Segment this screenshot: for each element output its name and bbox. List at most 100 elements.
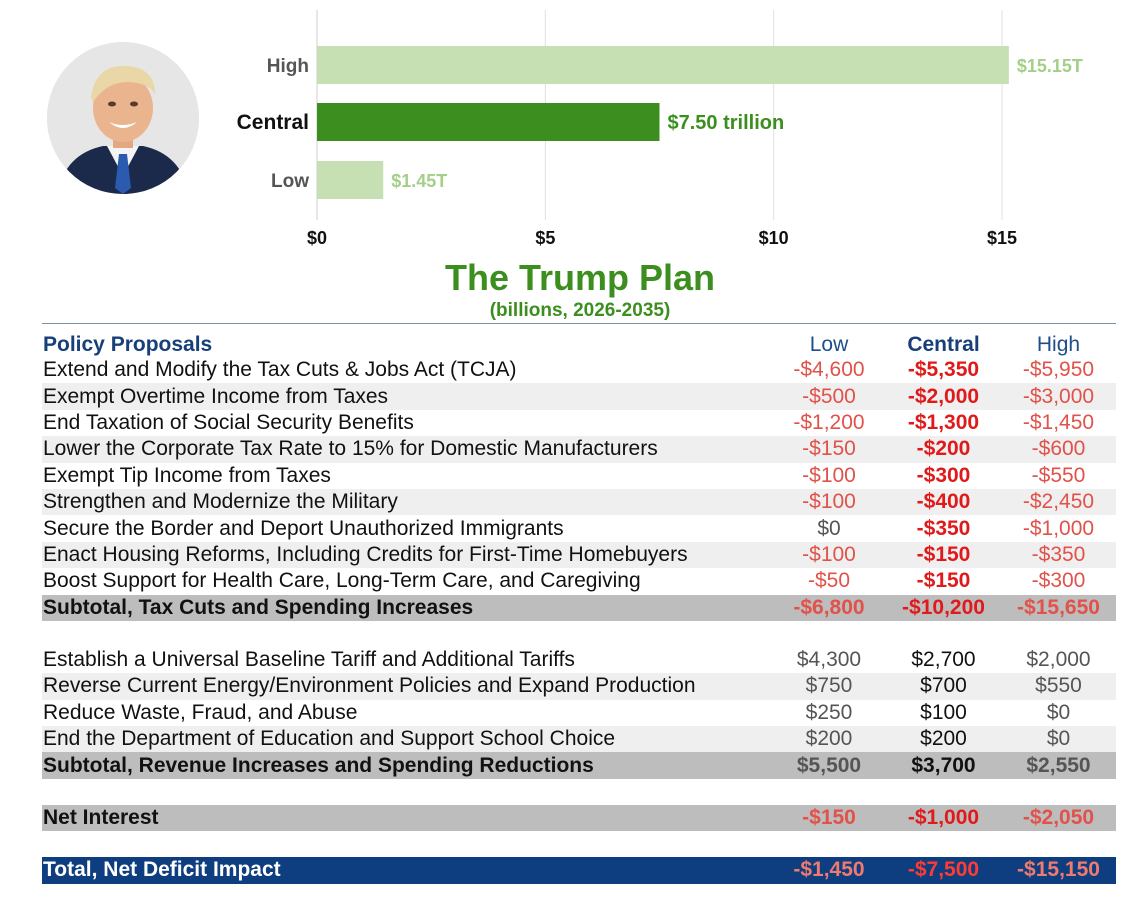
subtotal-row: Subtotal, Tax Cuts and Spending Increase… (42, 594, 1116, 621)
cell-low: -$100 (772, 488, 886, 516)
data-label: $15.15T (1017, 56, 1083, 76)
portrait-photo (47, 42, 199, 194)
portrait-illustration (47, 42, 199, 194)
cell-high: -$1,450 (1022, 410, 1095, 434)
cell-low: $200 (772, 726, 886, 753)
row-label: Secure the Border and Deport Unauthorize… (43, 516, 564, 540)
bar-high (317, 46, 1009, 84)
table-row: Reduce Waste, Fraud, and Abuse $250 $100 $0 (42, 700, 1116, 726)
bar-central (317, 103, 660, 141)
header-central: Central (907, 333, 980, 356)
policy-table: Policy Proposals Low Central High Extend… (42, 323, 1116, 884)
row-label: Strengthen and Modernize the Military (42, 488, 772, 516)
table-row: Enact Housing Reforms, Including Credits… (42, 541, 1116, 569)
cell-low: $0 (817, 516, 841, 540)
table-row: Reverse Current Energy/Environment Polic… (42, 673, 1116, 700)
cell-high: $2,550 (1001, 752, 1116, 779)
cell-central: -$1,300 (907, 410, 980, 434)
cell-central: $700 (886, 673, 1001, 700)
cell-central: -$10,200 (886, 594, 1001, 621)
row-label: Enact Housing Reforms, Including Credits… (42, 541, 772, 569)
table-row: Exempt Overtime Income from Taxes -$500 -$… (42, 383, 1116, 410)
spacer-row (42, 778, 1116, 805)
cell-central: -$350 (916, 516, 971, 540)
tick-label: $10 (759, 228, 789, 248)
cell-central: $100 (920, 700, 967, 724)
row-label: Exempt Overtime Income from Taxes (42, 383, 772, 410)
row-label: Boost Support for Health Care, Long-Term… (43, 569, 641, 593)
cell-low: -$100 (802, 463, 856, 487)
table-row: Secure the Border and Deport Unauthorize… (42, 515, 1116, 541)
row-label: Extend and Modify the Tax Cuts & Jobs Ac… (43, 358, 517, 382)
category-label: Low (271, 171, 309, 192)
header-low: Low (809, 333, 849, 356)
row-label: Reverse Current Energy/Environment Polic… (42, 673, 772, 700)
cell-high: -$600 (1001, 436, 1116, 463)
row-label: Subtotal, Tax Cuts and Spending Increase… (42, 594, 772, 621)
row-label: Exempt Tip Income from Taxes (43, 463, 331, 487)
cell-low: $750 (772, 673, 886, 700)
cell-low: -$150 (772, 436, 886, 463)
cell-central: -$1,000 (886, 804, 1001, 832)
subtotal-row: Net Interest -$150 -$1,000 -$2,050 (42, 804, 1116, 832)
cell-central: -$150 (916, 569, 971, 593)
cell-high: $550 (1001, 673, 1116, 700)
cell-high: -$15,650 (1001, 594, 1116, 621)
cell-high: -$550 (1031, 463, 1086, 487)
tick-label: $0 (307, 228, 327, 248)
spacer-cell (42, 620, 1116, 647)
cell-central: $2,700 (911, 648, 976, 672)
tick-label: $5 (535, 228, 555, 248)
chart-subtitle: (billions, 2026-2035) (489, 300, 671, 321)
spacer-cell (42, 778, 1116, 805)
cell-central: $3,700 (886, 752, 1001, 779)
cell-high: $2,000 (1026, 648, 1091, 672)
cell-central: -$7,500 (886, 857, 1001, 884)
row-label: Subtotal, Revenue Increases and Spending… (42, 752, 772, 779)
cell-low: -$1,450 (772, 857, 886, 884)
table-row: Strengthen and Modernize the Military -$1… (42, 488, 1116, 516)
spacer-cell (42, 831, 1116, 858)
cell-low: $4,300 (796, 648, 862, 672)
cell-low: -$6,800 (772, 594, 886, 621)
row-label: End the Department of Education and Supp… (42, 726, 772, 753)
cell-high: $0 (1046, 700, 1071, 724)
cell-high: -$2,450 (1001, 488, 1116, 516)
tick-label: $15 (987, 228, 1017, 248)
data-label: $7.50 trillion (668, 112, 785, 134)
row-label: Lower the Corporate Tax Rate to 15% for … (42, 436, 772, 463)
cell-low: $5,500 (772, 752, 886, 779)
cell-high: -$350 (1001, 541, 1116, 569)
header-high: High (1036, 333, 1081, 356)
category-label: Central (237, 111, 309, 134)
total-row: Total, Net Deficit Impact -$1,450 -$7,500-… (42, 857, 1116, 884)
cell-low: $250 (805, 700, 853, 724)
cell-central: -$5,350 (907, 358, 980, 382)
table-row: End Taxation of Social Security Benefits… (42, 410, 1116, 436)
table-row: Extend and Modify the Tax Cuts & Jobs Ac… (42, 357, 1116, 383)
row-label: End Taxation of Social Security Benefits (43, 410, 414, 434)
table-row: Lower the Corporate Tax Rate to 15% for … (42, 436, 1116, 463)
cell-low: -$4,600 (793, 358, 865, 382)
cell-central: -$2,000 (886, 383, 1001, 410)
row-label: Reduce Waste, Fraud, and Abuse (43, 700, 358, 724)
cell-high: -$1,000 (1022, 516, 1095, 540)
data-label: $1.45T (391, 171, 447, 191)
cell-high: -$5,950 (1022, 358, 1095, 382)
category-label: High (267, 56, 309, 77)
cell-low: -$100 (772, 541, 886, 569)
cell-low: -$50 (807, 569, 851, 593)
row-label: Establish a Universal Baseline Tariff an… (43, 648, 575, 672)
cell-low: -$500 (772, 383, 886, 410)
cell-low: -$150 (772, 804, 886, 832)
cell-central: -$200 (886, 436, 1001, 463)
cell-central: $200 (886, 726, 1001, 753)
row-label: Total, Net Deficit Impact (42, 857, 772, 884)
cell-low: -$1,200 (793, 410, 865, 434)
table-body: Extend and Modify the Tax Cuts & Jobs Ac… (42, 357, 1116, 884)
table-row: Exempt Tip Income from Taxes -$100 -$300 -$… (42, 463, 1116, 489)
deficit-bar-chart: High $15.15T Central $7.50 trillion Low $1.45… (237, 10, 1083, 248)
cell-high: $0 (1001, 726, 1116, 753)
table-row: Boost Support for Health Care, Long-Term… (42, 568, 1116, 594)
cell-high: -$300 (1031, 569, 1086, 593)
